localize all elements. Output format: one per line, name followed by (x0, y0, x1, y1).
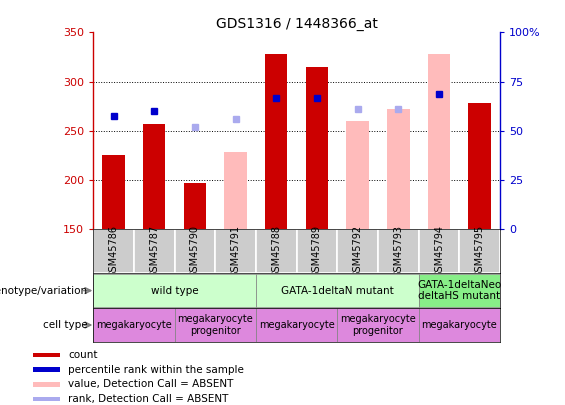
Title: GDS1316 / 1448366_at: GDS1316 / 1448366_at (216, 17, 377, 31)
Bar (387, 109, 410, 229)
Text: percentile rank within the sample: percentile rank within the sample (68, 365, 244, 375)
Bar (337, 229, 378, 273)
Text: GSM45793: GSM45793 (393, 225, 403, 277)
Text: GSM45791: GSM45791 (231, 225, 241, 277)
Text: GSM45786: GSM45786 (108, 225, 119, 277)
Text: GSM45788: GSM45788 (271, 225, 281, 277)
Text: GATA-1deltaN mutant: GATA-1deltaN mutant (281, 286, 394, 296)
Bar (184, 183, 206, 229)
Text: GSM45789: GSM45789 (312, 225, 322, 277)
Text: genotype/variation: genotype/variation (0, 286, 88, 296)
Bar (428, 54, 450, 229)
Text: GSM45790: GSM45790 (190, 225, 200, 277)
Bar (337, 309, 419, 341)
Bar (256, 309, 337, 341)
Text: megakaryocyte: megakaryocyte (259, 320, 334, 330)
Text: cell type: cell type (43, 320, 88, 330)
Bar (33, 353, 60, 358)
Bar (256, 274, 419, 307)
Bar (378, 229, 419, 273)
Bar (419, 274, 500, 307)
Bar (215, 229, 256, 273)
Bar (419, 229, 459, 273)
Bar (256, 229, 297, 273)
Text: value, Detection Call = ABSENT: value, Detection Call = ABSENT (68, 379, 233, 390)
Bar (265, 54, 288, 229)
Text: count: count (68, 350, 98, 360)
Text: megakaryocyte
progenitor: megakaryocyte progenitor (340, 314, 416, 336)
Bar (224, 152, 247, 229)
Bar (93, 229, 134, 273)
Text: GSM45792: GSM45792 (353, 224, 363, 278)
Bar (93, 309, 175, 341)
Bar (33, 367, 60, 372)
Bar (33, 397, 60, 401)
Bar (468, 103, 491, 229)
Bar (306, 67, 328, 229)
Text: GSM45795: GSM45795 (475, 224, 485, 278)
Bar (297, 229, 337, 273)
Bar (459, 229, 500, 273)
Bar (33, 382, 60, 387)
Bar (93, 274, 256, 307)
Text: megakaryocyte: megakaryocyte (96, 320, 172, 330)
Text: GSM45787: GSM45787 (149, 224, 159, 278)
Text: megakaryocyte: megakaryocyte (421, 320, 497, 330)
Bar (143, 124, 166, 229)
Text: GATA-1deltaNeo
deltaHS mutant: GATA-1deltaNeo deltaHS mutant (417, 280, 502, 301)
Text: megakaryocyte
progenitor: megakaryocyte progenitor (177, 314, 253, 336)
Bar (346, 121, 369, 229)
Text: GSM45794: GSM45794 (434, 225, 444, 277)
Bar (175, 229, 215, 273)
Bar (175, 309, 256, 341)
Text: wild type: wild type (151, 286, 198, 296)
Bar (102, 155, 125, 229)
Text: rank, Detection Call = ABSENT: rank, Detection Call = ABSENT (68, 394, 229, 404)
Bar (419, 309, 500, 341)
Bar (134, 229, 175, 273)
